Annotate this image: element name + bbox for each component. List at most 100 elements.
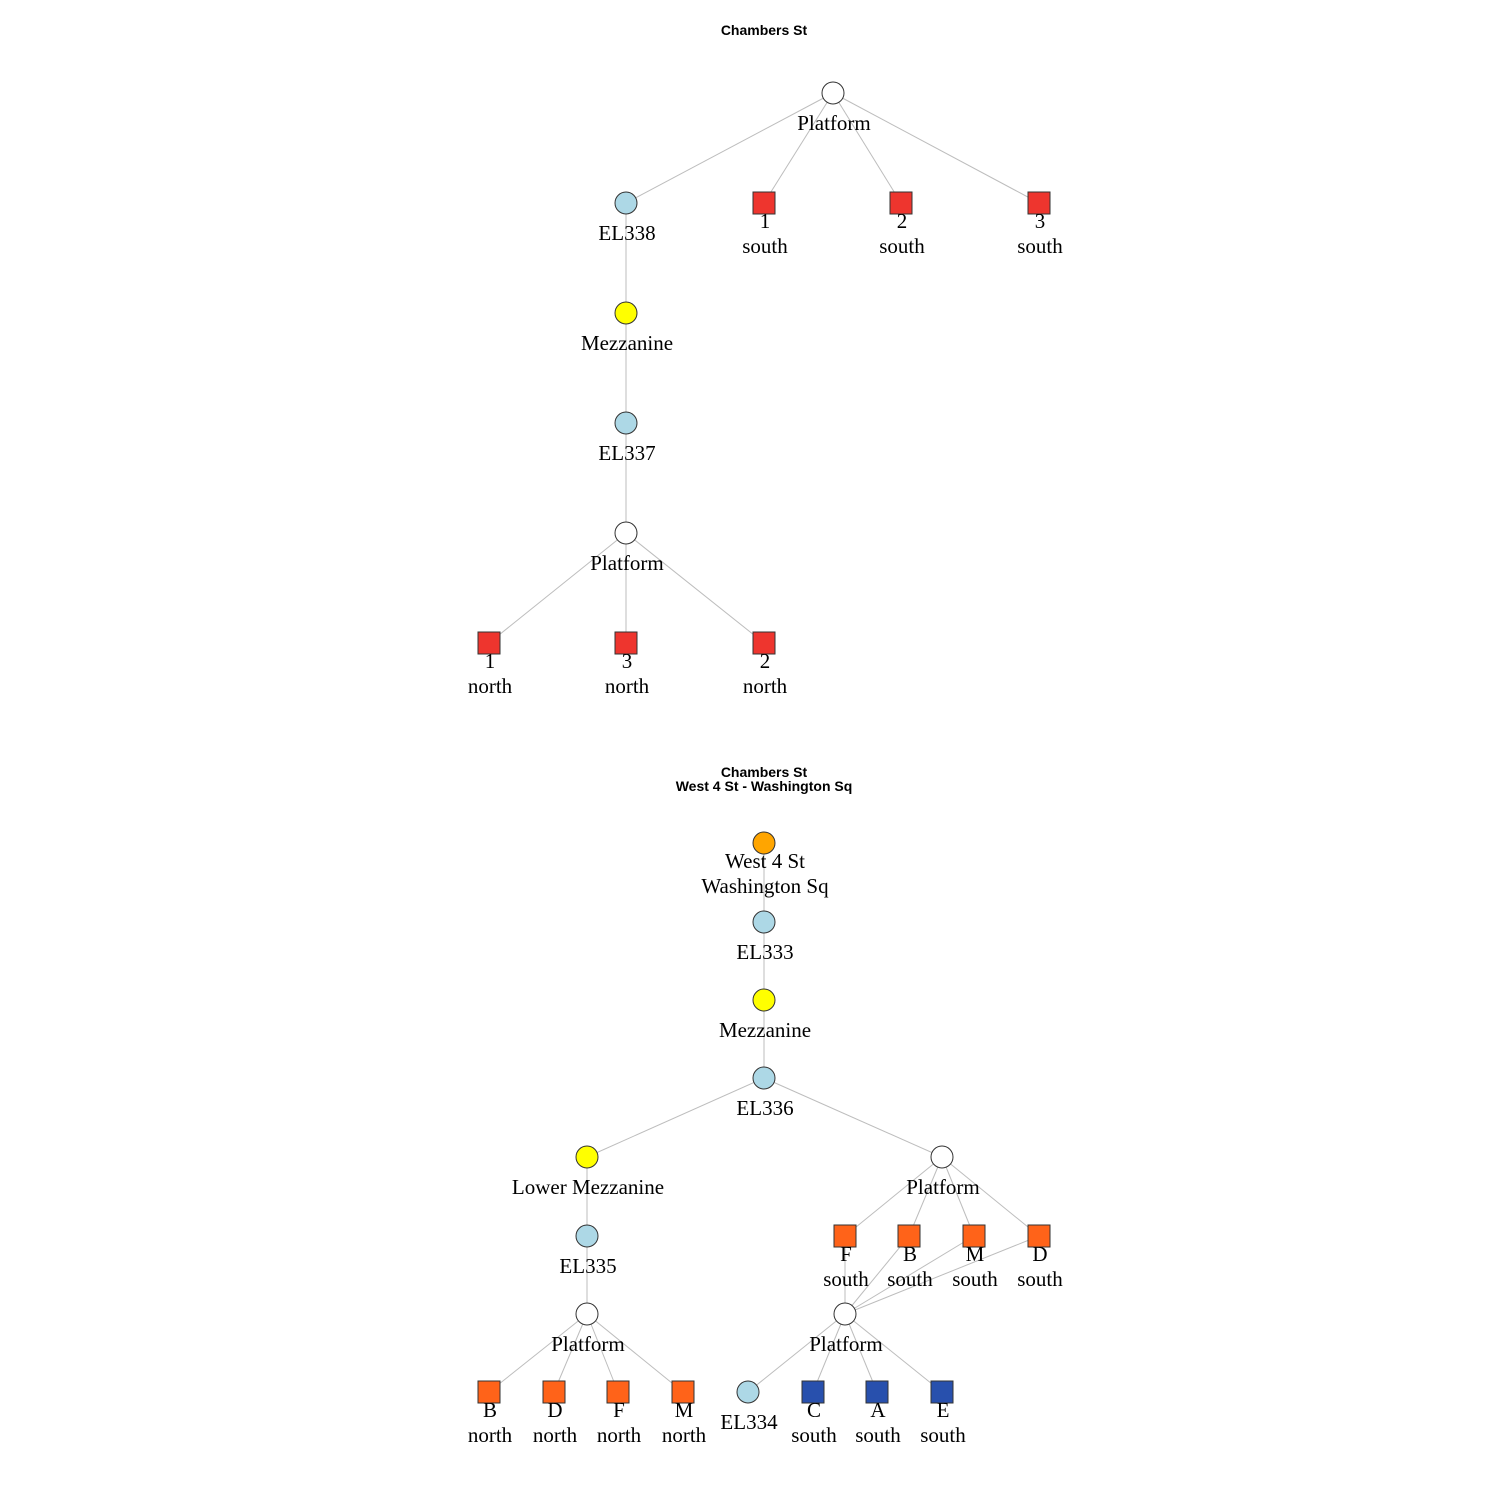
graph-title-line: Chambers St [721, 764, 808, 780]
graph-title-line: Chambers St [721, 22, 808, 38]
node-circle [736, 1380, 760, 1404]
node-label: south [855, 1423, 901, 1447]
node-label: north [468, 1423, 513, 1447]
node-label: south [879, 234, 925, 258]
node-label: Washington Sq [701, 874, 829, 898]
node-circle [752, 910, 776, 934]
node-label: Mezzanine [581, 331, 673, 355]
node-label: B [903, 1242, 917, 1266]
node-square [801, 1380, 825, 1404]
node-label: EL333 [736, 940, 793, 964]
graph-west-4-st: Chambers St West 4 St - Washington Sq We… [468, 764, 1063, 1447]
node-label: F [613, 1398, 625, 1422]
node-label: Platform [906, 1175, 980, 1199]
node-el333: EL333 [736, 910, 794, 964]
node-p1: Platform [797, 81, 871, 135]
graph-edges [488, 843, 1040, 1393]
node-circle [752, 988, 776, 1012]
node-circle [575, 1302, 599, 1326]
edge-p2-n1 [488, 532, 627, 644]
edge-pb-as [844, 1313, 878, 1393]
node-circle [575, 1224, 599, 1248]
node-label: M [675, 1398, 694, 1422]
edge-p1-s1 [763, 92, 834, 204]
node-square [477, 631, 501, 655]
node-label: north [533, 1423, 578, 1447]
graph-edges [488, 92, 1040, 644]
node-el334: EL334 [720, 1380, 778, 1434]
edge-ds-pb [844, 1235, 1040, 1315]
node-label: south [742, 234, 788, 258]
edge-pb-el334 [747, 1313, 846, 1393]
node-label: south [791, 1423, 837, 1447]
node-label: north [662, 1423, 707, 1447]
edge-p2-n2 [625, 532, 765, 644]
node-label: 3 [1035, 209, 1046, 233]
node-label: north [597, 1423, 642, 1447]
node-label: north [468, 674, 513, 698]
node-label: F [840, 1242, 852, 1266]
node-el337: EL337 [598, 411, 656, 465]
node-label: 2 [897, 209, 908, 233]
edge-ms-pb [844, 1235, 975, 1315]
node-circle [614, 301, 638, 325]
node-circle [930, 1145, 954, 1169]
node-circle [752, 1066, 776, 1090]
edge-pu-ds [941, 1156, 1040, 1237]
edge-pl-bn [488, 1313, 588, 1393]
node-label: EL338 [598, 221, 655, 245]
edge-pl-mn [586, 1313, 684, 1393]
node-label: Lower Mezzanine [512, 1175, 664, 1199]
node-square [1027, 191, 1051, 215]
node-label: 2 [760, 649, 771, 673]
node-square [962, 1224, 986, 1248]
node-label: EL334 [720, 1410, 778, 1434]
node-label: C [807, 1398, 821, 1422]
node-square [930, 1380, 954, 1404]
node-label: Platform [809, 1332, 883, 1356]
node-el336: EL336 [736, 1066, 794, 1120]
node-square [752, 191, 776, 215]
node-label: Platform [551, 1332, 625, 1356]
edge-pb-es [844, 1313, 943, 1393]
edge-p1-s2 [832, 92, 902, 204]
node-el335: EL335 [559, 1224, 617, 1278]
node-label: south [823, 1267, 869, 1291]
edge-pu-fs [844, 1156, 943, 1237]
node-square [477, 1380, 501, 1404]
edge-bs-pb [844, 1235, 910, 1315]
node-label: south [920, 1423, 966, 1447]
node-label: Platform [797, 111, 871, 135]
node-label: A [870, 1398, 886, 1422]
node-label: north [743, 674, 788, 698]
node-label: EL335 [559, 1254, 616, 1278]
node-label: 1 [760, 209, 771, 233]
node-square [614, 631, 638, 655]
node-mez: Mezzanine [581, 301, 673, 355]
node-label: EL337 [598, 441, 655, 465]
graph-title: Chambers St West 4 St - Washington Sq [676, 764, 853, 794]
node-square [542, 1380, 566, 1404]
node-circle [833, 1302, 857, 1326]
edge-p1-s3 [832, 92, 1040, 204]
node-label: south [1017, 1267, 1063, 1291]
graph-title: Chambers St [721, 22, 808, 38]
node-pl: Platform [551, 1302, 625, 1356]
node-square [865, 1380, 889, 1404]
node-label: Platform [590, 551, 664, 575]
node-label: 1 [485, 649, 496, 673]
